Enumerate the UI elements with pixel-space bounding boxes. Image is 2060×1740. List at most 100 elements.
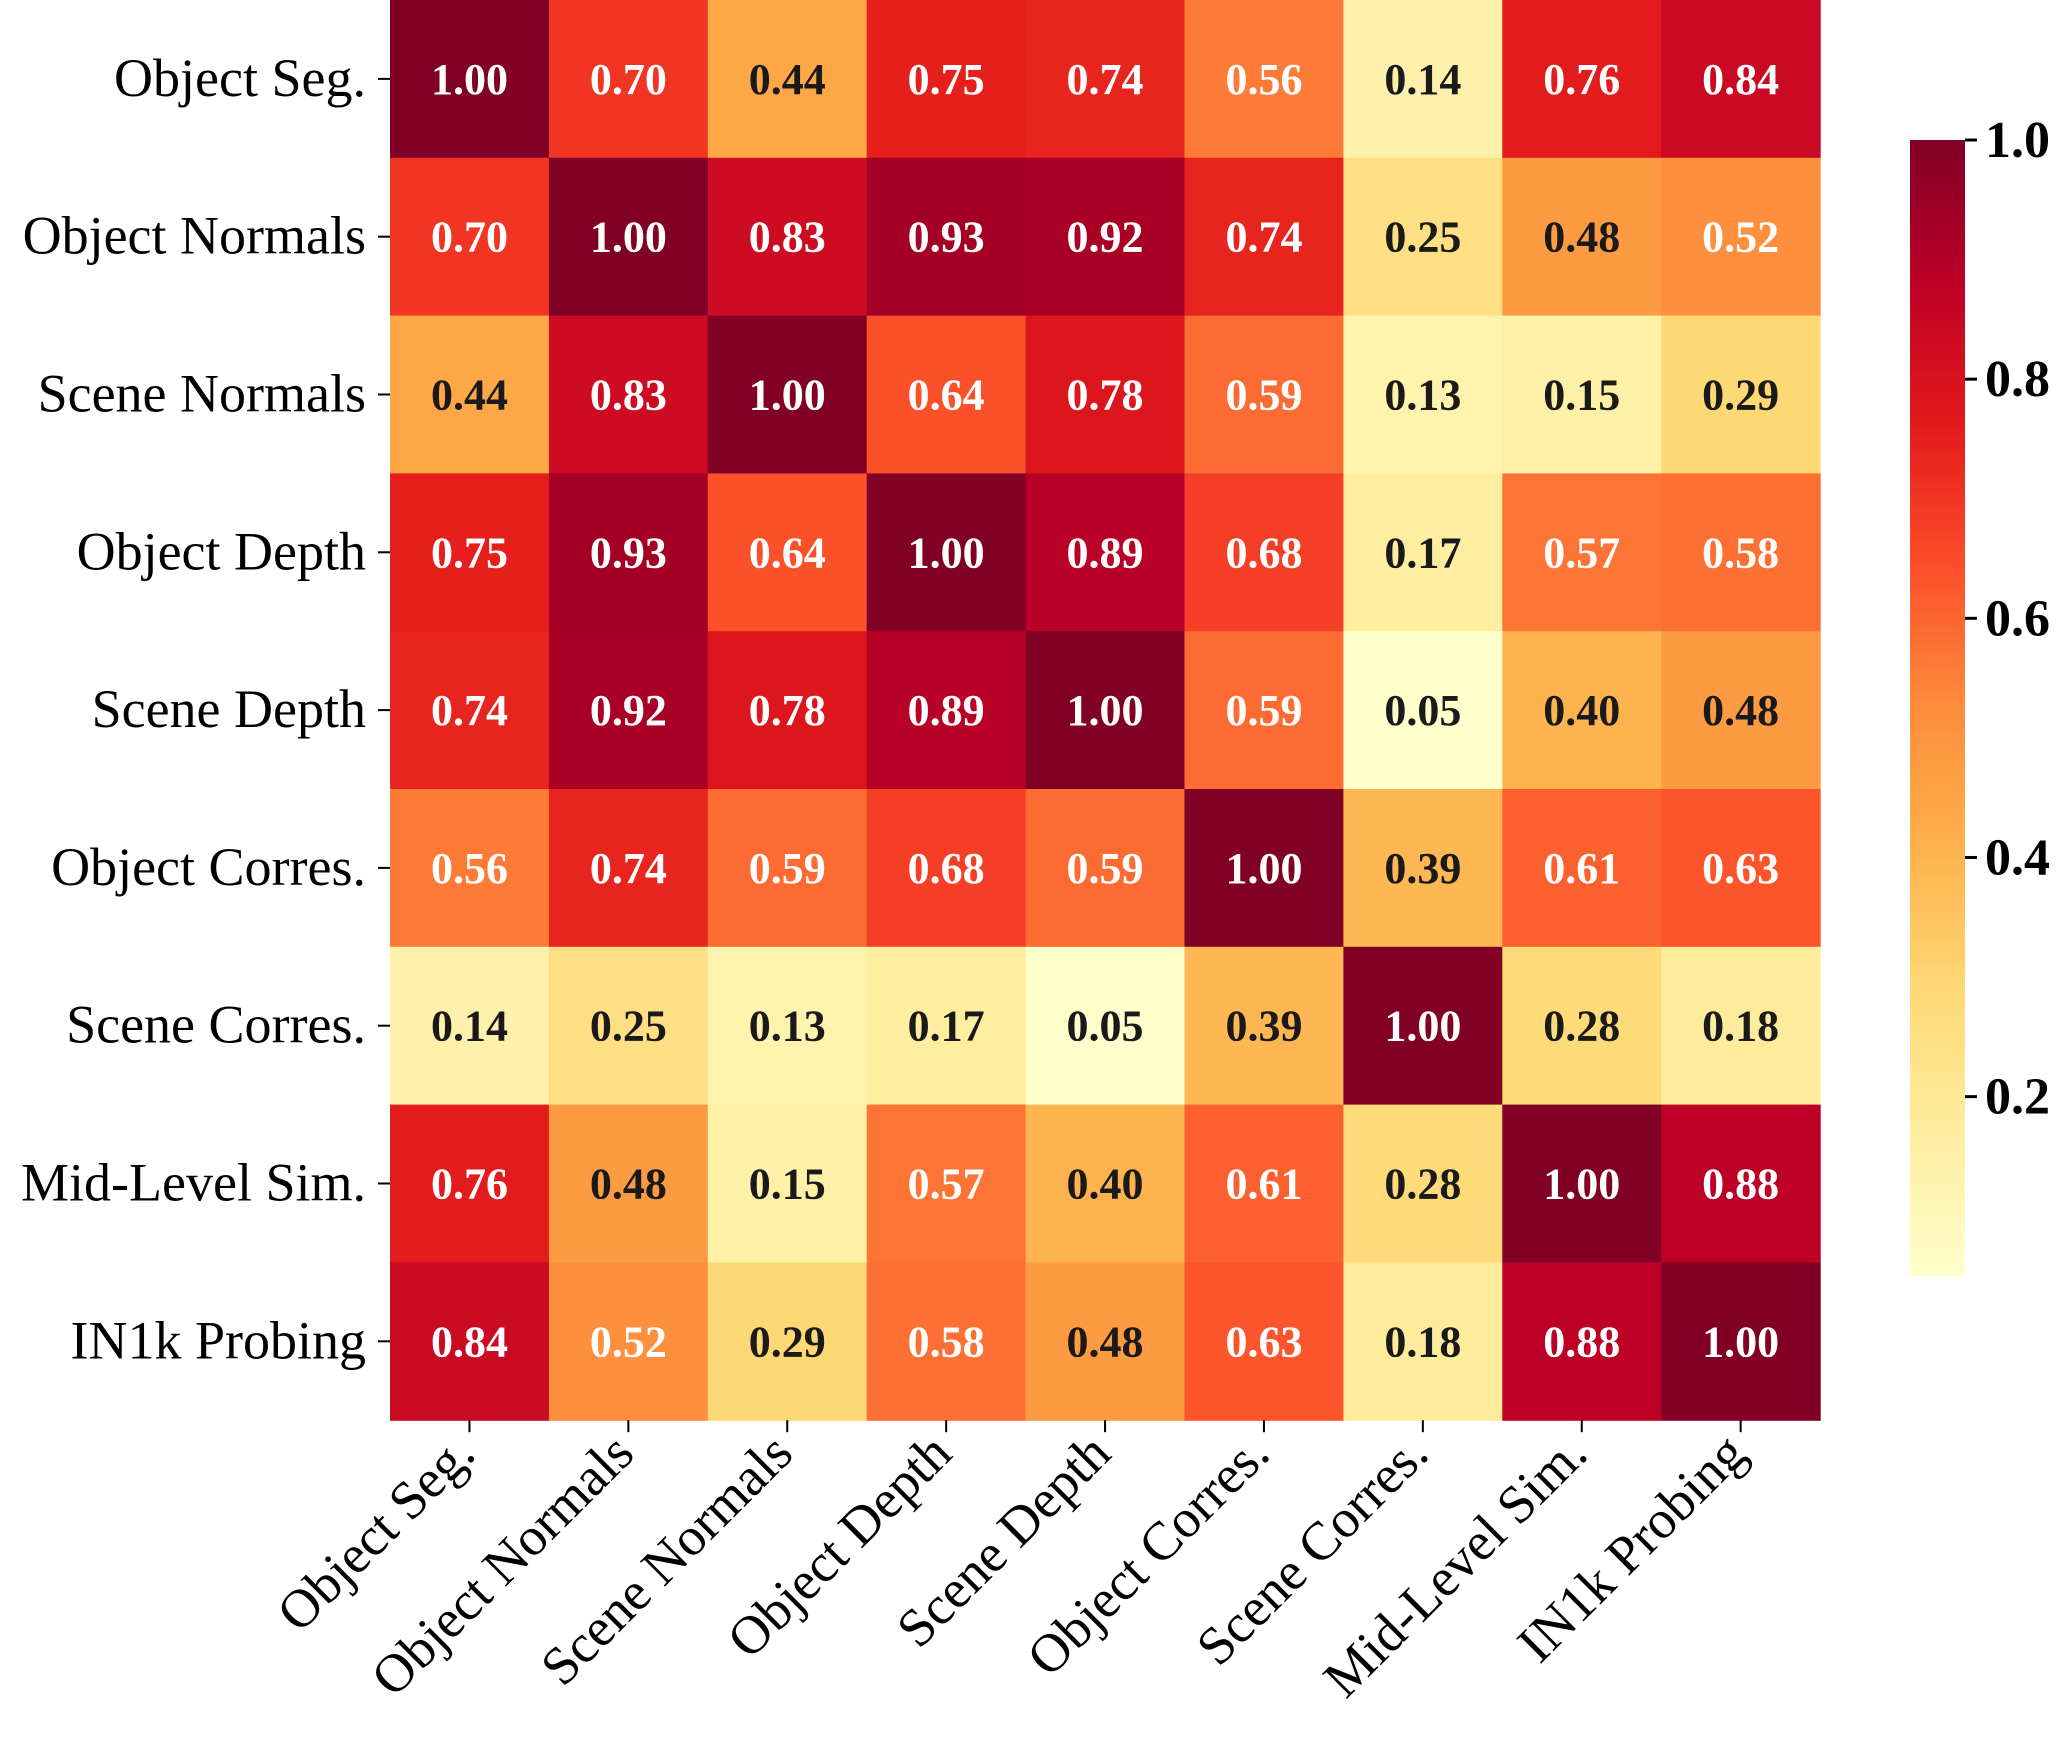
heatmap-cell-object-seg-scene-normals xyxy=(707,0,868,159)
heatmap-cell-scene-normals-scene-depth xyxy=(1025,315,1186,474)
cell-value-label: 1.00 xyxy=(1384,1002,1461,1051)
cell-value-label: 0.59 xyxy=(1067,844,1144,893)
heatmap-cell-scene-corres-in1k-probing xyxy=(1661,946,1821,1106)
cell-value-label: 0.58 xyxy=(1702,528,1779,577)
heatmap-cell-object-corres-object-depth xyxy=(866,789,1027,948)
heatmap-cell-object-seg-in1k-probing xyxy=(1661,0,1821,159)
cell-value-label: 0.63 xyxy=(1225,1317,1302,1366)
cell-value-label: 0.78 xyxy=(1067,371,1144,420)
y-tick-label-scene-corres: Scene Corres. xyxy=(66,995,366,1055)
cell-value-label: 0.18 xyxy=(1702,1002,1779,1051)
heatmap-cell-object-corres-scene-corres xyxy=(1343,789,1503,948)
cell-value-label: 0.75 xyxy=(908,55,985,104)
cell-value-label: 0.44 xyxy=(749,55,826,104)
heatmap-cell-object-seg-object-corres xyxy=(1184,0,1344,159)
cell-value-label: 0.61 xyxy=(1225,1160,1302,1209)
heatmap-cell-in1k-probing-scene-depth xyxy=(1025,1262,1186,1421)
heatmap-cell-scene-corres-object-normals xyxy=(548,946,709,1106)
heatmap-cell-mid-level-sim-in1k-probing xyxy=(1661,1104,1821,1263)
heatmap-cell-in1k-probing-object-normals xyxy=(548,1262,709,1421)
heatmap-cell-scene-corres-mid-level-sim xyxy=(1502,946,1662,1106)
heatmap-cell-scene-depth-object-normals xyxy=(548,631,709,790)
cell-value-label: 0.29 xyxy=(1702,371,1779,420)
heatmap-cell-object-corres-scene-depth xyxy=(1025,789,1186,948)
cell-value-label: 0.74 xyxy=(1225,213,1302,262)
cell-value-label: 0.57 xyxy=(908,1160,985,1209)
cell-value-label: 0.64 xyxy=(749,528,826,577)
cell-value-label: 0.59 xyxy=(749,844,826,893)
cell-value-label: 0.93 xyxy=(908,213,985,262)
cell-value-label: 0.70 xyxy=(431,213,508,262)
heatmap-cell-object-corres-in1k-probing xyxy=(1661,789,1821,948)
cell-value-label: 0.83 xyxy=(590,371,667,420)
cell-value-label: 0.74 xyxy=(1067,55,1144,104)
heatmap-cell-object-depth-scene-normals xyxy=(707,473,868,632)
heatmap-cell-object-corres-object-corres xyxy=(1184,789,1344,948)
colorbar: 0.2 0.4 0.6 0.8 1.0 xyxy=(1910,112,2050,1276)
colorbar-tick-label: 0.8 xyxy=(1985,351,2050,408)
heatmap-cell-mid-level-sim-mid-level-sim xyxy=(1502,1104,1662,1263)
heatmap-cell-object-depth-object-seg xyxy=(390,473,550,632)
cell-value-label: 0.56 xyxy=(1225,55,1302,104)
cell-value-label: 0.89 xyxy=(908,686,985,735)
y-tick-label-object-seg: Object Seg. xyxy=(114,48,366,108)
heatmap-cell-object-seg-scene-corres xyxy=(1343,0,1503,159)
y-tick-label-object-normals: Object Normals xyxy=(23,206,366,266)
heatmap-cell-scene-normals-scene-corres xyxy=(1343,315,1503,474)
cell-value-label: 0.74 xyxy=(590,844,667,893)
heatmap-cell-object-depth-object-corres xyxy=(1184,473,1344,632)
cell-value-label: 0.13 xyxy=(749,1002,826,1051)
heatmap-cell-object-normals-in1k-probing xyxy=(1661,157,1821,317)
heatmap-cell-in1k-probing-scene-normals xyxy=(707,1262,868,1421)
heatmap-cell-scene-normals-scene-normals xyxy=(707,315,868,474)
y-tick-label-in1k-probing: IN1k Probing xyxy=(71,1310,367,1370)
heatmap-cell-object-normals-object-depth xyxy=(866,157,1027,317)
heatmap-cell-scene-normals-in1k-probing xyxy=(1661,315,1821,474)
cell-value-label: 0.05 xyxy=(1384,686,1461,735)
heatmap-cell-scene-depth-object-seg xyxy=(390,631,550,790)
cell-value-label: 1.00 xyxy=(431,55,508,104)
y-tick-label-scene-normals: Scene Normals xyxy=(38,364,366,424)
row-labels: Object Seg. Object Normals Scene Normals Ob… xyxy=(21,48,390,1370)
cell-value-label: 1.00 xyxy=(908,528,985,577)
heatmap-cell-scene-corres-object-seg xyxy=(390,946,550,1106)
cell-value-label: 0.70 xyxy=(590,55,667,104)
cell-value-label: 0.25 xyxy=(590,1002,667,1051)
heatmap-cell-scene-corres-scene-depth xyxy=(1025,946,1186,1106)
heatmap-cell-object-normals-scene-normals xyxy=(707,157,868,317)
heatmap-cell-object-corres-mid-level-sim xyxy=(1502,789,1662,948)
cell-value-label: 0.61 xyxy=(1543,844,1620,893)
cell-value-label: 0.76 xyxy=(431,1160,508,1209)
y-tick-label-object-corres: Object Corres. xyxy=(51,837,366,897)
colorbar-gradient xyxy=(1910,140,1965,1276)
heatmap-cell-scene-corres-scene-corres xyxy=(1343,946,1503,1106)
cell-value-label: 0.52 xyxy=(590,1317,667,1366)
cell-value-label: 0.84 xyxy=(431,1317,508,1366)
heatmap-cell-object-depth-in1k-probing xyxy=(1661,473,1821,632)
heatmap-cell-object-seg-object-depth xyxy=(866,0,1027,159)
cell-value-label: 0.05 xyxy=(1067,1002,1144,1051)
heatmap-cell-object-corres-scene-normals xyxy=(707,789,868,948)
heatmap-cell-scene-corres-scene-normals xyxy=(707,946,868,1106)
heatmap-cell-mid-level-sim-object-seg xyxy=(390,1104,550,1263)
heatmap-cell-scene-normals-object-corres xyxy=(1184,315,1344,474)
heatmap-cell-scene-normals-object-depth xyxy=(866,315,1027,474)
heatmap-cell-object-normals-mid-level-sim xyxy=(1502,157,1662,317)
cell-value-label: 0.28 xyxy=(1384,1160,1461,1209)
heatmap-cell-scene-depth-scene-corres xyxy=(1343,631,1503,790)
cell-value-label: 0.89 xyxy=(1067,528,1144,577)
heatmap-cell-mid-level-sim-object-normals xyxy=(548,1104,709,1263)
cell-value-label: 0.48 xyxy=(590,1160,667,1209)
heatmap-cell-mid-level-sim-object-depth xyxy=(866,1104,1027,1263)
cell-value-label: 0.48 xyxy=(1543,213,1620,262)
cell-value-label: 0.29 xyxy=(749,1317,826,1366)
cell-value-label: 0.57 xyxy=(1543,528,1620,577)
cell-value-label: 0.59 xyxy=(1225,371,1302,420)
heatmap-cell-in1k-probing-in1k-probing xyxy=(1661,1262,1821,1421)
cell-value-label: 0.74 xyxy=(431,686,508,735)
cell-value-label: 0.58 xyxy=(908,1317,985,1366)
heatmap-cell-scene-depth-scene-normals xyxy=(707,631,868,790)
heatmap-cell-object-normals-object-seg xyxy=(390,157,550,317)
